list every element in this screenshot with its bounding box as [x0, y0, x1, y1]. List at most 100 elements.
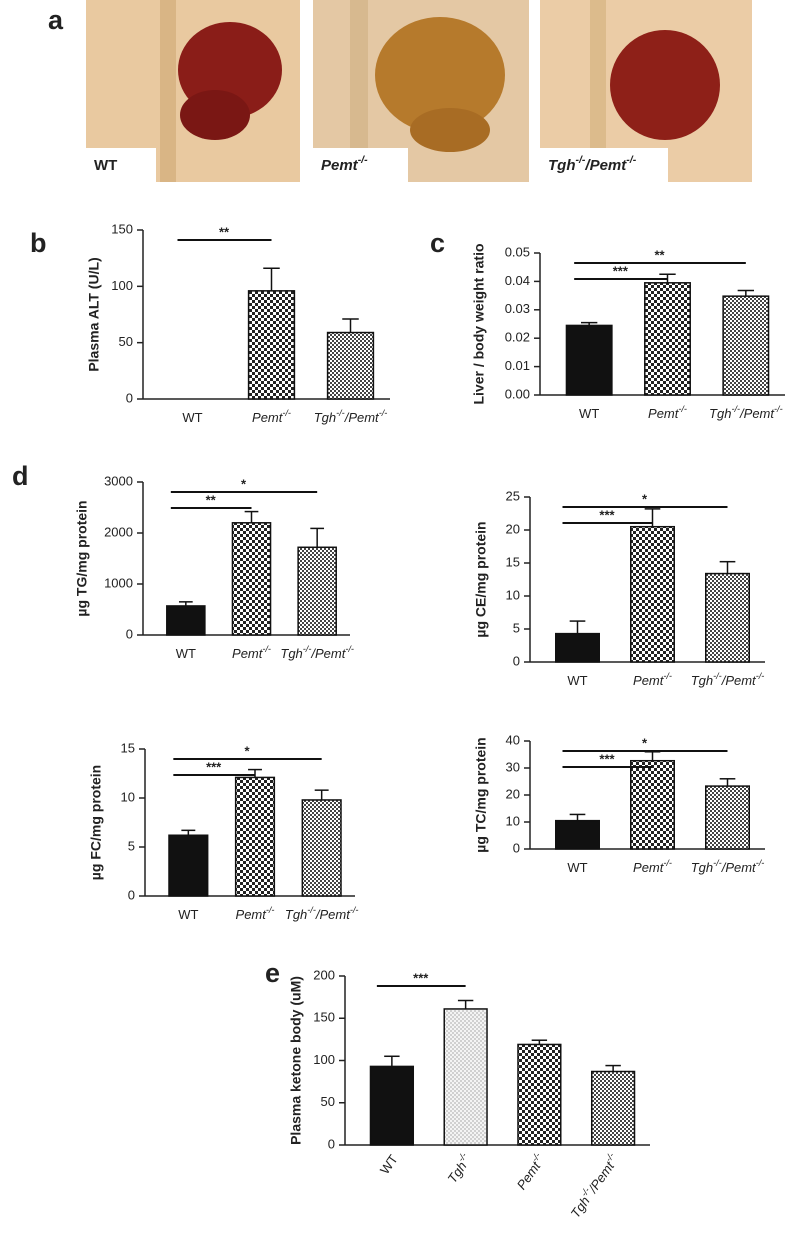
significance-label: ** [206, 492, 217, 507]
bar [166, 605, 206, 636]
bar [369, 1065, 415, 1146]
x-tick-label: WT [176, 646, 196, 661]
y-tick-label: 25 [506, 488, 520, 503]
x-tick-label: WT [178, 907, 198, 922]
label-box [540, 148, 668, 182]
bar [644, 282, 691, 396]
x-tick-label: Tgh-/- [443, 1151, 475, 1186]
bar [705, 572, 750, 663]
significance-label: *** [613, 263, 629, 278]
x-tick-label: Pemt-/- [648, 404, 687, 421]
y-tick-label: 100 [313, 1052, 335, 1067]
significance-label: * [241, 476, 247, 491]
y-tick-label: 5 [513, 620, 520, 635]
x-tick-label: Tgh-/-/Pemt-/- [285, 905, 359, 922]
y-axis-label: µg FC/mg protein [88, 765, 104, 880]
y-tick-label: 10 [121, 789, 135, 804]
y-tick-label: 0.00 [505, 386, 530, 401]
bar [555, 632, 600, 663]
y-tick-label: 15 [506, 554, 520, 569]
bar [555, 819, 600, 850]
significance-label: *** [413, 970, 429, 985]
x-tick-label: Tgh-/-/Pemt-/- [566, 1151, 622, 1221]
x-tick-label: Tgh-/-/Pemt-/- [280, 644, 354, 661]
y-tick-label: 0.03 [505, 301, 530, 316]
liver [180, 90, 250, 140]
y-tick-label: 50 [119, 334, 133, 349]
y-tick-label: 0 [126, 390, 133, 405]
y-tick-label: 0 [328, 1136, 335, 1151]
panel-letter: e [265, 958, 280, 988]
significance-label: *** [206, 759, 222, 774]
y-tick-label: 3000 [104, 473, 133, 488]
bar [722, 295, 770, 396]
y-tick-label: 0 [126, 626, 133, 641]
y-tick-label: 1000 [104, 575, 133, 590]
liver [410, 108, 490, 152]
photo-label: WT [94, 157, 117, 174]
x-tick-label: Tgh-/-/Pemt-/- [691, 671, 765, 688]
x-tick-label: Pemt-/- [252, 408, 291, 425]
bar [326, 331, 375, 400]
y-axis-label: µg CE/mg protein [473, 521, 489, 637]
y-tick-label: 0 [513, 653, 520, 668]
significance-label: * [642, 491, 648, 506]
y-tick-label: 2000 [104, 524, 133, 539]
x-tick-label: WT [567, 860, 587, 875]
y-tick-label: 20 [506, 521, 520, 536]
photo-panel: a [48, 0, 752, 182]
x-tick-label: Tgh-/-/Pemt-/- [709, 404, 783, 421]
bar [231, 522, 272, 636]
bar [301, 799, 342, 897]
x-tick-label: WT [567, 673, 587, 688]
label-box [313, 148, 408, 182]
y-tick-label: 0 [513, 840, 520, 855]
x-tick-label: Pemt-/- [236, 905, 275, 922]
y-tick-label: 30 [506, 759, 520, 774]
significance-label: *** [599, 751, 615, 766]
y-tick-label: 200 [313, 967, 335, 982]
bar [234, 776, 276, 897]
panel-letter: b [30, 228, 47, 258]
y-tick-label: 0.02 [505, 330, 530, 345]
significance-label: ** [654, 247, 665, 262]
significance-label: * [244, 743, 250, 758]
y-tick-label: 20 [506, 786, 520, 801]
y-tick-label: 10 [506, 587, 520, 602]
significance-label: ** [219, 224, 230, 239]
liver [610, 30, 720, 140]
bar [247, 290, 296, 400]
y-tick-label: 10 [506, 813, 520, 828]
x-tick-label: WT [579, 406, 599, 421]
y-axis-label: µg TC/mg protein [473, 737, 489, 852]
y-tick-label: 40 [506, 732, 520, 747]
bar [168, 834, 209, 897]
y-tick-label: 100 [111, 278, 133, 293]
ruler [160, 0, 176, 182]
bar [705, 785, 750, 850]
y-tick-label: 5 [128, 838, 135, 853]
panel-letter: a [48, 5, 64, 35]
y-axis-label: Liver / body weight ratio [471, 243, 487, 404]
x-tick-label: WT [182, 410, 202, 425]
ruler [590, 0, 606, 182]
y-axis-label: Plasma ketone body (uM) [288, 976, 304, 1145]
bar [517, 1043, 562, 1146]
panel-letter: d [12, 461, 29, 491]
y-tick-label: 0.04 [505, 273, 530, 288]
liver [375, 17, 505, 133]
bar [630, 525, 675, 663]
photo-label: Pemt-/- [321, 154, 368, 174]
photo-label: Tgh-/-/Pemt-/- [548, 154, 637, 174]
y-tick-label: 0.01 [505, 358, 530, 373]
label-box [86, 148, 156, 182]
bar [590, 1070, 636, 1146]
y-axis-label: Plasma ALT (U/L) [86, 257, 102, 371]
significance-label: * [642, 735, 648, 750]
significance-label: *** [599, 507, 615, 522]
y-axis-label: µg TG/mg protein [74, 500, 90, 616]
y-tick-label: 0 [128, 887, 135, 902]
y-tick-label: 15 [121, 740, 135, 755]
x-tick-label: WT [377, 1152, 401, 1177]
